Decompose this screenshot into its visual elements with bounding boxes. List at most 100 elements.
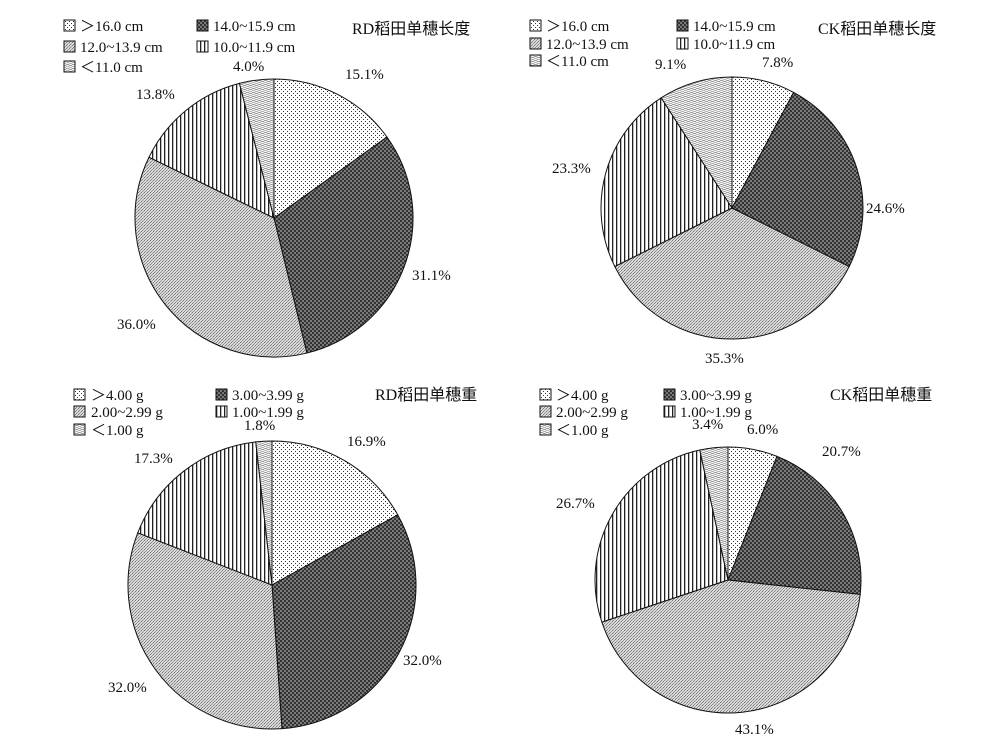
slice-lower-mid xyxy=(594,449,729,623)
slice-mid xyxy=(601,579,861,714)
legend-swatch xyxy=(539,388,552,401)
legend-swatch xyxy=(73,388,86,401)
slice-mid xyxy=(127,532,283,730)
legend-item-0: ＞16.0 cm xyxy=(63,19,144,35)
data-label: 35.3% xyxy=(705,351,744,367)
legend-swatch xyxy=(196,19,209,32)
slice-under xyxy=(238,78,275,219)
data-label: 1.8% xyxy=(244,418,275,434)
legend-label: 3.00~3.99 g xyxy=(232,388,304,404)
chart-title: RD稻田单穗长度 xyxy=(352,20,470,38)
legend-item-0: ＞16.0 cm xyxy=(529,19,610,35)
legend-label: ＞16.0 cm xyxy=(546,19,610,35)
data-label: 16.9% xyxy=(347,434,386,450)
legend-label: ＜11.0 cm xyxy=(80,60,143,76)
data-label: 7.8% xyxy=(762,55,793,71)
data-label: 23.3% xyxy=(552,161,591,177)
data-label: 15.1% xyxy=(345,67,384,83)
legend-label: 14.0~15.9 cm xyxy=(213,19,296,35)
data-label: 6.0% xyxy=(747,422,778,438)
legend-item-2: 2.00~2.99 g xyxy=(539,405,628,421)
slice-mid xyxy=(134,156,308,358)
pie xyxy=(127,440,417,730)
slice-upper-mid xyxy=(731,91,864,268)
slice-over xyxy=(273,78,388,219)
slice-upper-mid xyxy=(271,514,417,730)
chart-title: CK稻田单穗重 xyxy=(830,386,932,404)
data-label: 3.4% xyxy=(692,417,723,433)
legend-swatch xyxy=(63,19,76,32)
pie xyxy=(594,446,862,714)
legend-label: 1.00~1.99 g xyxy=(232,405,304,421)
legend: ＞4.00 g 3.00~3.99 g 2.00~2.99 g 1.00~1.9… xyxy=(539,388,752,439)
pie xyxy=(134,78,414,358)
legend: ＞16.0 cm 14.0~15.9 cm 12.0~13.9 cm 10.0~… xyxy=(63,19,296,76)
data-label: 32.0% xyxy=(403,653,442,669)
data-label: 17.3% xyxy=(134,451,173,467)
legend-label: ＞4.00 g xyxy=(556,388,609,404)
legend-item-1: 14.0~15.9 cm xyxy=(196,19,296,35)
legend-label: ＜11.0 cm xyxy=(546,54,609,70)
legend-item-0: ＞4.00 g xyxy=(539,388,609,404)
legend-label: 10.0~11.9 cm xyxy=(213,40,295,56)
slice-mid xyxy=(614,207,850,340)
legend-item-1: 14.0~15.9 cm xyxy=(676,19,776,35)
legend-label: 2.00~2.99 g xyxy=(91,405,163,421)
legend-swatch xyxy=(663,388,676,401)
legend-item-3: 1.00~1.99 g xyxy=(663,405,752,421)
legend: ＞16.0 cm 14.0~15.9 cm 12.0~13.9 cm 10.0~… xyxy=(529,19,776,70)
legend-swatch xyxy=(215,388,228,401)
legend-item-3: 1.00~1.99 g xyxy=(215,405,304,421)
legend-item-3: 10.0~11.9 cm xyxy=(676,37,775,53)
legend-swatch xyxy=(73,423,86,436)
slice-under xyxy=(699,446,729,581)
slice-lower-mid xyxy=(600,97,733,268)
legend-swatch xyxy=(529,37,542,50)
legend-swatch xyxy=(529,54,542,67)
legend-item-0: ＞4.00 g xyxy=(73,388,144,404)
legend-label: 12.0~13.9 cm xyxy=(546,37,629,53)
panel-ck-weight: ＞4.00 g 3.00~3.99 g 2.00~2.99 g 1.00~1.9… xyxy=(539,386,932,738)
data-label: 13.8% xyxy=(136,87,175,103)
legend-swatch xyxy=(676,19,689,32)
data-label: 32.0% xyxy=(108,680,147,696)
legend-label: ＜1.00 g xyxy=(91,423,144,439)
slice-upper-mid xyxy=(727,455,862,595)
legend-label: 2.00~2.99 g xyxy=(556,405,628,421)
panel-ck-length: ＞16.0 cm 14.0~15.9 cm 12.0~13.9 cm 10.0~… xyxy=(529,19,936,367)
legend-item-4: ＜11.0 cm xyxy=(63,60,143,76)
legend-swatch xyxy=(63,60,76,73)
legend-label: 14.0~15.9 cm xyxy=(693,19,776,35)
legend-item-2: 12.0~13.9 cm xyxy=(529,37,629,53)
legend-item-4: ＜1.00 g xyxy=(73,423,144,439)
legend-item-2: 12.0~13.9 cm xyxy=(63,40,163,56)
legend-swatch xyxy=(63,40,76,53)
data-label: 20.7% xyxy=(822,444,861,460)
legend-label: ＞4.00 g xyxy=(91,388,144,404)
legend-item-2: 2.00~2.99 g xyxy=(73,405,163,421)
legend-item-4: ＜1.00 g xyxy=(539,423,609,439)
chart-title: CK稻田单穗长度 xyxy=(818,20,936,38)
legend-swatch xyxy=(73,405,86,418)
legend-swatch xyxy=(539,405,552,418)
legend-label: 1.00~1.99 g xyxy=(680,405,752,421)
legend-label: 12.0~13.9 cm xyxy=(80,40,163,56)
legend: ＞4.00 g 3.00~3.99 g 2.00~2.99 g 1.00~1.9… xyxy=(73,388,304,439)
data-label: 36.0% xyxy=(117,317,156,333)
data-label: 9.1% xyxy=(655,57,686,73)
data-label: 31.1% xyxy=(412,268,451,284)
legend-label: ＜1.00 g xyxy=(556,423,609,439)
slice-under xyxy=(255,440,273,586)
panel-rd-length: ＞16.0 cm 14.0~15.9 cm 12.0~13.9 cm 10.0~… xyxy=(63,19,470,358)
legend-item-1: 3.00~3.99 g xyxy=(215,388,304,404)
data-label: 26.7% xyxy=(556,496,595,512)
legend-item-1: 3.00~3.99 g xyxy=(663,388,752,404)
pie xyxy=(600,76,864,340)
legend-swatch xyxy=(663,405,676,418)
panel-rd-weight: ＞4.00 g 3.00~3.99 g 2.00~2.99 g 1.00~1.9… xyxy=(73,386,477,730)
data-label: 43.1% xyxy=(735,722,774,738)
legend-label: 3.00~3.99 g xyxy=(680,388,752,404)
legend-label: 10.0~11.9 cm xyxy=(693,37,775,53)
slice-under xyxy=(660,76,733,210)
